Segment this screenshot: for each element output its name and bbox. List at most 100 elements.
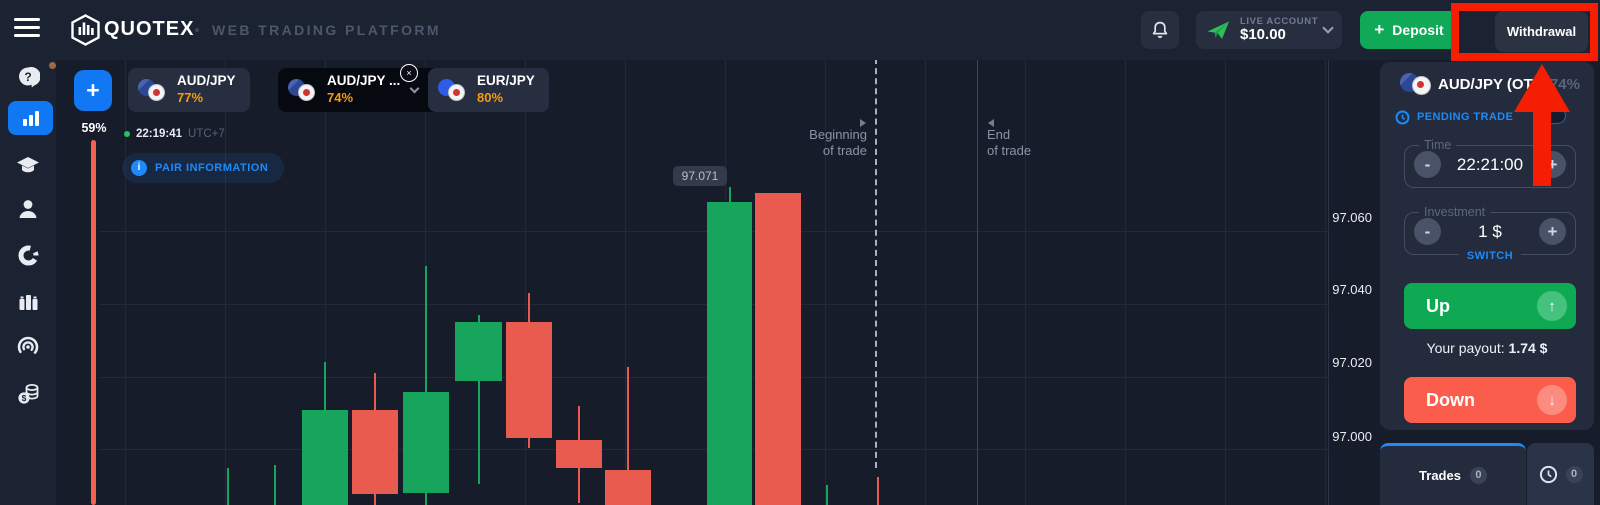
candle — [605, 367, 651, 505]
candle — [273, 465, 276, 505]
candle — [403, 266, 449, 505]
withdrawal-button[interactable]: Withdrawal — [1495, 11, 1588, 52]
candle — [876, 477, 879, 505]
down-arrow-icon: ↓ — [1537, 385, 1567, 415]
svg-text:?: ? — [24, 70, 31, 84]
sidebar-item-education[interactable] — [0, 148, 56, 182]
platform-subtitle: WEB TRADING PLATFORM — [212, 22, 441, 38]
tab-closed-trades[interactable]: 0 — [1527, 443, 1594, 505]
payout-value: 1.74 $ — [1508, 340, 1548, 356]
eur-jpy-flags-icon — [438, 79, 468, 101]
payout-line: Your payout: 1.74 $ — [1426, 340, 1548, 356]
brand-name: QUOTEX — [104, 18, 195, 40]
graduation-cap-icon — [17, 157, 39, 173]
info-icon: i — [131, 160, 147, 176]
online-dot-icon — [124, 131, 130, 137]
candle — [226, 468, 229, 505]
beginning-marker-icon — [860, 119, 866, 127]
candle — [455, 315, 502, 484]
time-field: Time - 22:21:00 + — [1404, 138, 1576, 188]
notification-dot — [49, 62, 56, 69]
clock-icon — [1395, 110, 1410, 124]
sidebar-item-tournaments[interactable] — [0, 284, 56, 318]
server-clock: 22:19:41 UTC+7 — [124, 128, 225, 140]
pending-trade-row: PENDING TRADE — [1395, 107, 1580, 127]
chevron-down-icon — [409, 83, 420, 94]
investment-increase-button[interactable]: + — [1538, 218, 1566, 245]
sentiment-bar — [91, 140, 96, 505]
history-clock-icon — [1539, 465, 1557, 483]
signals-radar-icon — [17, 336, 39, 358]
paper-plane-icon — [1206, 19, 1231, 41]
asset-tab-eurjpy[interactable]: EUR/JPY 80% — [428, 68, 549, 112]
candle — [755, 193, 801, 505]
bar-chart-icon — [22, 111, 39, 126]
end-marker-icon — [988, 119, 994, 127]
panel-payout-percent: 74% — [1549, 75, 1580, 93]
notifications-button[interactable] — [1141, 11, 1179, 49]
account-switcher[interactable]: LIVE ACCOUNT $10.00 — [1196, 11, 1342, 49]
aud-jpy-flags-icon — [138, 79, 168, 101]
bell-icon — [1152, 21, 1168, 38]
end-of-trade-line — [977, 58, 978, 505]
candle — [352, 373, 398, 505]
end-of-trade-label: End of trade — [987, 127, 1032, 158]
deposit-button[interactable]: + Deposit — [1360, 11, 1458, 49]
sidebar: ? $ — [0, 60, 56, 505]
sidebar-item-signals[interactable] — [0, 330, 56, 364]
candle — [302, 362, 348, 505]
candle — [506, 293, 552, 448]
up-arrow-icon: ↑ — [1537, 291, 1567, 321]
candle — [825, 485, 828, 505]
coins-icon: $ — [17, 383, 38, 404]
sidebar-item-account[interactable] — [0, 192, 56, 226]
trades-section: Trades 0 0 — [1380, 443, 1594, 505]
sidebar-item-trading-active[interactable] — [8, 101, 53, 135]
panel-asset-name: AUD/JPY (OTC) — [1438, 75, 1549, 93]
hamburger-menu-icon[interactable] — [14, 18, 40, 37]
close-tab-button[interactable]: × — [400, 64, 418, 82]
investment-value[interactable]: 1 $ — [1478, 221, 1502, 241]
pair-information-button[interactable]: i PAIR INFORMATION — [122, 153, 285, 183]
price-axis-label: 97.060 — [1332, 210, 1372, 225]
donut-chart-icon — [18, 245, 38, 265]
switch-button[interactable]: SWITCH — [1458, 250, 1522, 262]
time-value[interactable]: 22:21:00 — [1456, 154, 1524, 174]
time-increase-button[interactable]: + — [1539, 151, 1566, 178]
podium-icon — [19, 294, 37, 310]
candle — [556, 406, 602, 503]
sidebar-item-market[interactable]: $ — [0, 376, 56, 410]
pending-trade-toggle[interactable] — [1536, 107, 1566, 124]
price-axis-label: 97.000 — [1332, 429, 1372, 444]
quotex-logo — [70, 14, 101, 46]
add-asset-button[interactable]: + — [74, 70, 112, 111]
sentiment-percent-label: 59% — [81, 121, 107, 135]
help-chat-icon: ? — [16, 62, 56, 89]
sidebar-item-support[interactable]: ? — [0, 60, 56, 94]
price-tooltip: 97.071 — [673, 166, 727, 186]
plus-icon: + — [1374, 19, 1385, 39]
panel-asset-header: AUD/JPY (OTC) 74% — [1400, 72, 1580, 96]
separator-dot — [195, 28, 199, 32]
investment-decrease-button[interactable]: - — [1414, 218, 1441, 245]
beginning-of-trade-label: Beginning of trade — [809, 127, 867, 158]
aud-jpy-flags-icon — [1400, 73, 1431, 95]
svg-text:$: $ — [21, 393, 26, 403]
up-button[interactable]: Up ↑ — [1404, 283, 1576, 329]
time-decrease-button[interactable]: - — [1414, 151, 1441, 178]
price-axis-label: 97.020 — [1332, 355, 1372, 370]
sidebar-item-analytics[interactable] — [0, 238, 56, 272]
candle — [707, 187, 752, 505]
tab-open-trades[interactable]: Trades 0 — [1380, 443, 1526, 505]
trade-panel: AUD/JPY (OTC) 74% PENDING TRADE Time - 2… — [1380, 62, 1594, 430]
beginning-of-trade-line — [875, 58, 877, 468]
open-trades-count: 0 — [1469, 467, 1487, 484]
aud-jpy-flags-icon — [288, 79, 318, 101]
topbar: QUOTEX WEB TRADING PLATFORM LIVE ACCOUNT… — [0, 0, 1600, 60]
asset-tab-audjpy-otc-active[interactable]: AUD/JPY ... 74% — [278, 68, 445, 112]
down-button[interactable]: Down ↓ — [1404, 377, 1576, 423]
closed-trades-count: 0 — [1565, 465, 1583, 483]
asset-tab-audjpy[interactable]: AUD/JPY 77% — [128, 68, 250, 112]
investment-field: Investment - 1 $ + SWITCH — [1404, 205, 1576, 262]
